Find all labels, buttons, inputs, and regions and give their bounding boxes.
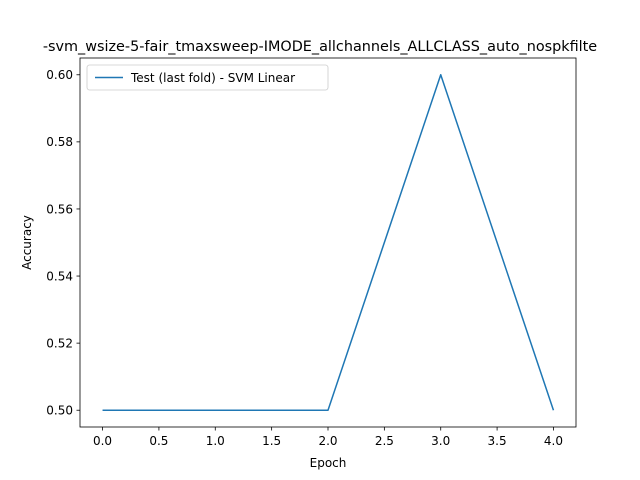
y-tick-label: 0.50	[46, 404, 73, 418]
x-tick-label: 1.5	[262, 434, 281, 448]
x-tick-label: 0.5	[149, 434, 168, 448]
legend-box	[86, 64, 329, 91]
plot-area	[79, 57, 577, 428]
x-tick-label: 2.5	[375, 434, 394, 448]
x-tick-label: 4.0	[544, 434, 563, 448]
legend-label: Test (last fold) - SVM Linear	[130, 71, 295, 85]
series-line-0	[102, 74, 555, 411]
chart-title: -svm_wsize-5-fair_tmaxsweep-IMODE_allcha…	[43, 39, 597, 55]
x-tick-label: 2.0	[318, 434, 337, 448]
y-tick-label: 0.58	[46, 135, 73, 149]
x-tick-label: 3.0	[431, 434, 450, 448]
y-tick-label: 0.56	[46, 202, 73, 216]
legend: Test (last fold) - SVM Linear	[86, 64, 329, 91]
series-layer	[102, 74, 555, 411]
x-axis-label: Epoch	[310, 456, 347, 470]
plot-background	[80, 58, 576, 427]
y-tick-label: 0.60	[46, 68, 73, 82]
x-tick-label: 0.0	[93, 434, 112, 448]
x-axis: 0.0 0.5 1.0 1.5 2.0 2.5 3.0 3.5 4.0	[93, 427, 563, 448]
y-tick-label: 0.54	[46, 269, 73, 283]
x-tick-label: 3.5	[488, 434, 507, 448]
x-tick-label: 1.0	[206, 434, 225, 448]
y-tick-label: 0.52	[46, 336, 73, 350]
y-axis: 0.50 0.52 0.54 0.56 0.58 0.60	[46, 68, 80, 418]
y-axis-label: Accuracy	[20, 215, 34, 270]
